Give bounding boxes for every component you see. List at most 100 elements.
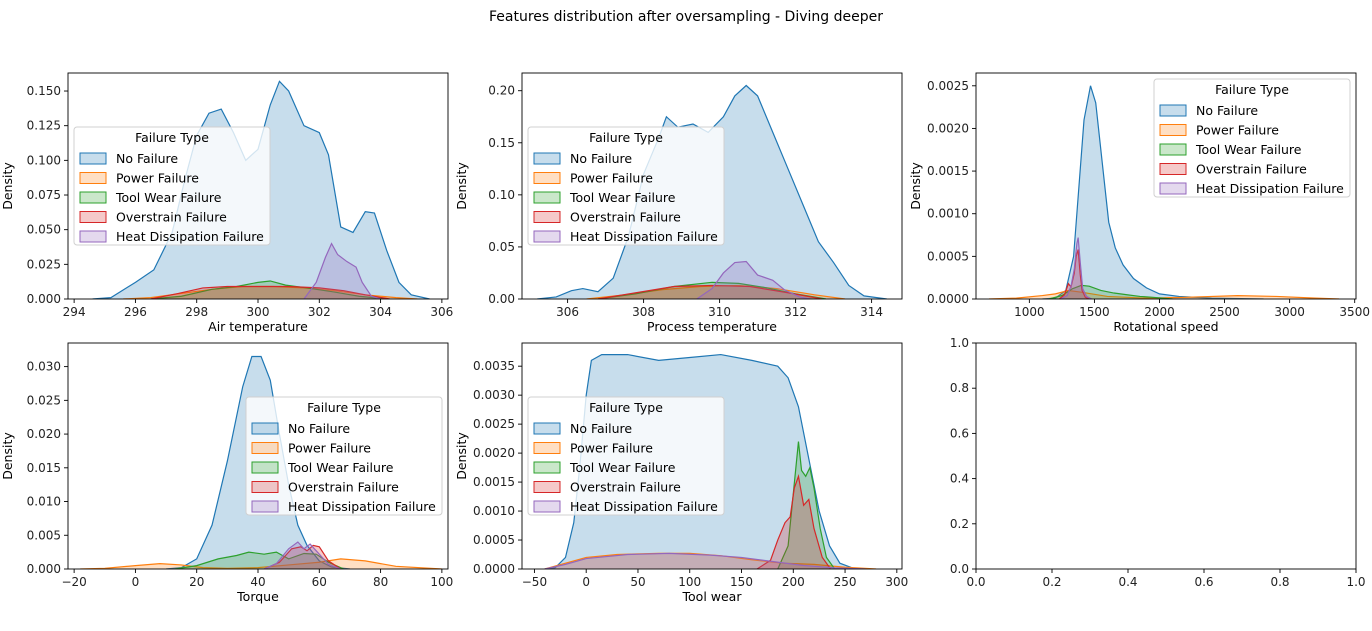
x-tick-label: 60 xyxy=(312,575,327,589)
y-tick-label: 0.0010 xyxy=(473,504,515,518)
legend-swatch-tool-wear-failure xyxy=(79,191,107,204)
y-tick-label: 0.2 xyxy=(950,517,969,531)
legend-swatch-tool-wear-failure xyxy=(533,191,561,204)
line-no-failure xyxy=(1042,85,1264,299)
area-overstrain-failure xyxy=(757,476,831,569)
legend-entry-overstrain-failure: Overstrain Failure xyxy=(570,210,681,225)
x-tick-label: 80 xyxy=(373,575,388,589)
x-tick-label: 150 xyxy=(730,575,753,589)
x-tick-label: 300 xyxy=(247,305,270,319)
line-heat-dissipation-failure xyxy=(544,552,866,569)
legend-box xyxy=(1153,78,1351,198)
legend-entry-no-failure: No Failure xyxy=(116,151,178,166)
x-tick-label: 306 xyxy=(430,305,453,319)
legend-entry-overstrain-failure: Overstrain Failure xyxy=(1196,162,1307,177)
legend-swatch-heat-dissipation-failure xyxy=(533,500,561,513)
area-power-failure xyxy=(989,290,1340,299)
y-tick-label: 0.125 xyxy=(27,119,61,133)
area-heat-dissipation-failure xyxy=(1060,237,1092,299)
area-power-failure xyxy=(80,558,442,569)
legend-title: Failure Type xyxy=(589,130,663,145)
subplot-5: −50 0 50 100 150 200 250 300 0.0000 0.0005 0.0010 0… xyxy=(454,342,908,604)
legend-entry-no-failure: No Failure xyxy=(570,421,632,436)
x-tick-label: 314 xyxy=(860,305,883,319)
subplot-1: 294 296 298 300 302 304 306 0.000 0.025 0.050 0.07… xyxy=(0,72,453,334)
legend-swatch-overstrain-failure xyxy=(1159,163,1187,175)
x-tick-label: 1.0 xyxy=(1346,575,1365,589)
x-axis-label: Rotational speed xyxy=(1113,319,1218,334)
y-tick-label: 0.025 xyxy=(27,393,61,407)
x-tick-label: 0.2 xyxy=(1042,575,1061,589)
y-tick-label: 0.0015 xyxy=(927,164,969,178)
legend-swatch-no-failure xyxy=(251,422,279,435)
area-heat-dissipation-failure xyxy=(696,261,811,299)
subplot-2: 306 308 310 312 314 0.00 0.05 0.10 0.15 0.20 Proce… xyxy=(454,72,903,334)
legend-entry-heat-dissipation-failure: Heat Dissipation Failure xyxy=(570,499,718,514)
area-overstrain-failure xyxy=(598,285,823,299)
legend-entry-heat-dissipation-failure: Heat Dissipation Failure xyxy=(570,229,718,244)
area-no-failure xyxy=(1042,85,1264,299)
y-tick-label: 0.0010 xyxy=(927,207,969,221)
legend-box xyxy=(527,396,725,516)
legend-swatch-power-failure xyxy=(79,172,107,184)
x-axis-label: Air temperature xyxy=(208,319,308,334)
y-tick-label: 0.0030 xyxy=(473,388,515,402)
area-tool-wear-failure xyxy=(150,280,387,299)
legend-entry-tool-wear-failure: Tool Wear Failure xyxy=(1195,142,1302,157)
x-tick-label: 200 xyxy=(782,575,805,589)
legend-swatch-tool-wear-failure xyxy=(251,461,279,474)
legend-swatch-tool-wear-failure xyxy=(533,461,561,474)
legend-box xyxy=(527,126,725,246)
legend-entry-no-failure: No Failure xyxy=(570,151,632,166)
line-heat-dissipation-failure xyxy=(303,242,381,299)
legend-swatch-tool-wear-failure xyxy=(1159,143,1187,156)
legend-entry-heat-dissipation-failure: Heat Dissipation Failure xyxy=(1196,181,1344,196)
line-overstrain-failure xyxy=(150,285,390,299)
y-tick-label: 0.000 xyxy=(27,292,61,306)
x-tick-label: 1500 xyxy=(1079,305,1110,319)
legend: Failure Type No Failure Power Failure Tool … xyxy=(245,396,443,516)
x-tick-label: 2000 xyxy=(1144,305,1175,319)
legend-entry-overstrain-failure: Overstrain Failure xyxy=(116,210,227,225)
area-tool-wear-failure xyxy=(777,441,835,569)
subplot-3: 1000 1500 2000 2500 3000 3500 0.0000 0.0005 0.00… xyxy=(908,72,1370,334)
axes-frame xyxy=(975,72,1357,300)
y-tick-label: 0.020 xyxy=(27,427,61,441)
x-tick-label: 0.0 xyxy=(966,575,985,589)
legend-swatch-overstrain-failure xyxy=(79,211,107,223)
y-tick-label: 0.0025 xyxy=(473,417,515,431)
legend-entry-power-failure: Power Failure xyxy=(288,441,371,456)
x-tick-label: 20 xyxy=(189,575,204,589)
y-tick-label: 0.0020 xyxy=(927,121,969,135)
line-overstrain-failure xyxy=(597,284,823,299)
line-power-failure xyxy=(988,289,1340,299)
legend-box xyxy=(245,396,443,516)
x-tick-label: 100 xyxy=(430,575,453,589)
y-axis-label: Density xyxy=(454,432,469,480)
legend-entry-tool-wear-failure: Tool Wear Failure xyxy=(569,460,676,475)
line-heat-dissipation-failure xyxy=(1060,237,1093,299)
area-heat-dissipation-failure xyxy=(264,542,341,569)
x-tick-label: 3500 xyxy=(1339,305,1370,319)
x-axis-label: Torque xyxy=(236,589,279,604)
x-tick-label: 312 xyxy=(784,305,807,319)
x-axis-label: Tool wear xyxy=(682,589,743,604)
x-tick-label: 302 xyxy=(308,305,331,319)
y-tick-label: 0.4 xyxy=(950,472,969,486)
legend-swatch-no-failure xyxy=(79,152,107,165)
axes-frame xyxy=(975,342,1357,570)
legend-entry-no-failure: No Failure xyxy=(288,421,350,436)
y-tick-label: 0.050 xyxy=(27,223,61,237)
y-tick-label: 0.150 xyxy=(27,84,61,98)
x-tick-label: 0.4 xyxy=(1118,575,1137,589)
area-tool-wear-failure xyxy=(598,282,826,299)
x-tick-label: 310 xyxy=(708,305,731,319)
area-power-failure xyxy=(544,553,877,569)
area-tool-wear-failure xyxy=(175,552,344,569)
subplot-4: −20 0 20 40 60 80 100 0.000 0.005 0.010 0.015 0.020… xyxy=(0,342,453,604)
legend-swatch-no-failure xyxy=(1159,104,1187,117)
y-tick-label: 0.05 xyxy=(488,240,515,254)
legend-entry-power-failure: Power Failure xyxy=(1196,123,1279,138)
legend-title: Failure Type xyxy=(1215,82,1289,97)
